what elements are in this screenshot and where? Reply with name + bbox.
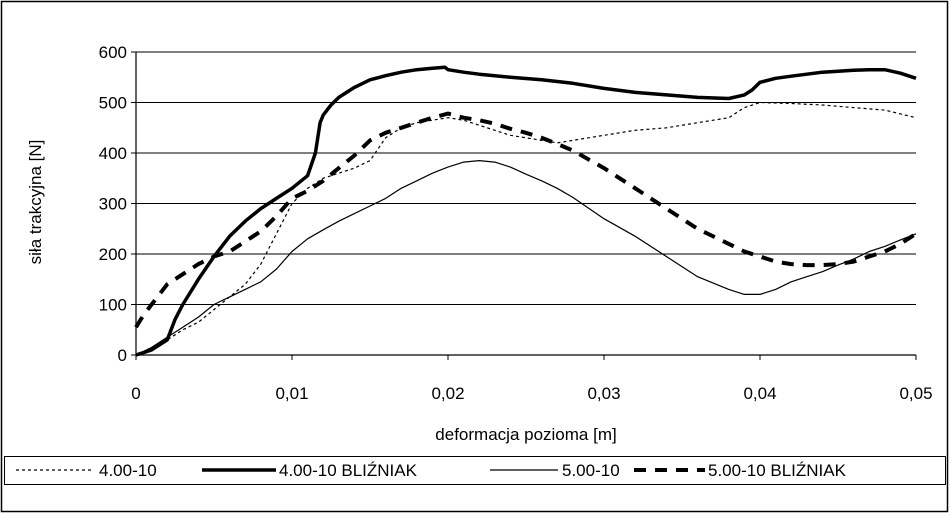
legend-label-4: 5.00-10 BLIŹNIAK xyxy=(708,461,847,480)
legend-label-2: 4.00-10 BLIŹNIAK xyxy=(279,461,418,480)
x-axis-title: deformacja pozioma [m] xyxy=(435,425,616,444)
x-tick-labels: 0 0,01 0,02 0,03 0,04 0,05 xyxy=(131,384,932,403)
y-tick-label: 600 xyxy=(99,43,127,62)
axes xyxy=(135,52,917,360)
y-tick-label: 500 xyxy=(99,94,127,113)
y-tick-label: 200 xyxy=(99,245,127,264)
x-tick-label: 0,03 xyxy=(587,384,620,403)
series-line-3 xyxy=(135,160,917,356)
x-tick-label: 0 xyxy=(131,384,140,403)
y-tick-labels: 0 100 200 300 400 500 600 xyxy=(99,43,127,365)
y-tick-label: 400 xyxy=(99,144,127,163)
y-tick-label: 100 xyxy=(99,296,127,315)
x-tick-label: 0,01 xyxy=(275,384,308,403)
legend-label-3: 5.00-10 xyxy=(562,461,620,480)
y-axis-title: siła trakcyjna [N] xyxy=(26,140,45,265)
y-tick-label: 0 xyxy=(118,346,127,365)
series-lines xyxy=(134,65,918,357)
y-tick-label: 300 xyxy=(99,195,127,214)
x-tick-label: 0,05 xyxy=(899,384,932,403)
series-line-4 xyxy=(134,111,918,329)
series-line-2 xyxy=(135,65,917,357)
series-line-1 xyxy=(135,101,917,356)
legend-box xyxy=(4,456,946,485)
x-tick-label: 0,02 xyxy=(431,384,464,403)
gridlines xyxy=(131,51,916,356)
legend: 4.00-10 4.00-10 BLIŹNIAK 5.00-10 5.00-10 BL… xyxy=(4,456,946,485)
legend-label-1: 4.00-10 xyxy=(99,461,157,480)
x-tick-label: 0,04 xyxy=(743,384,776,403)
